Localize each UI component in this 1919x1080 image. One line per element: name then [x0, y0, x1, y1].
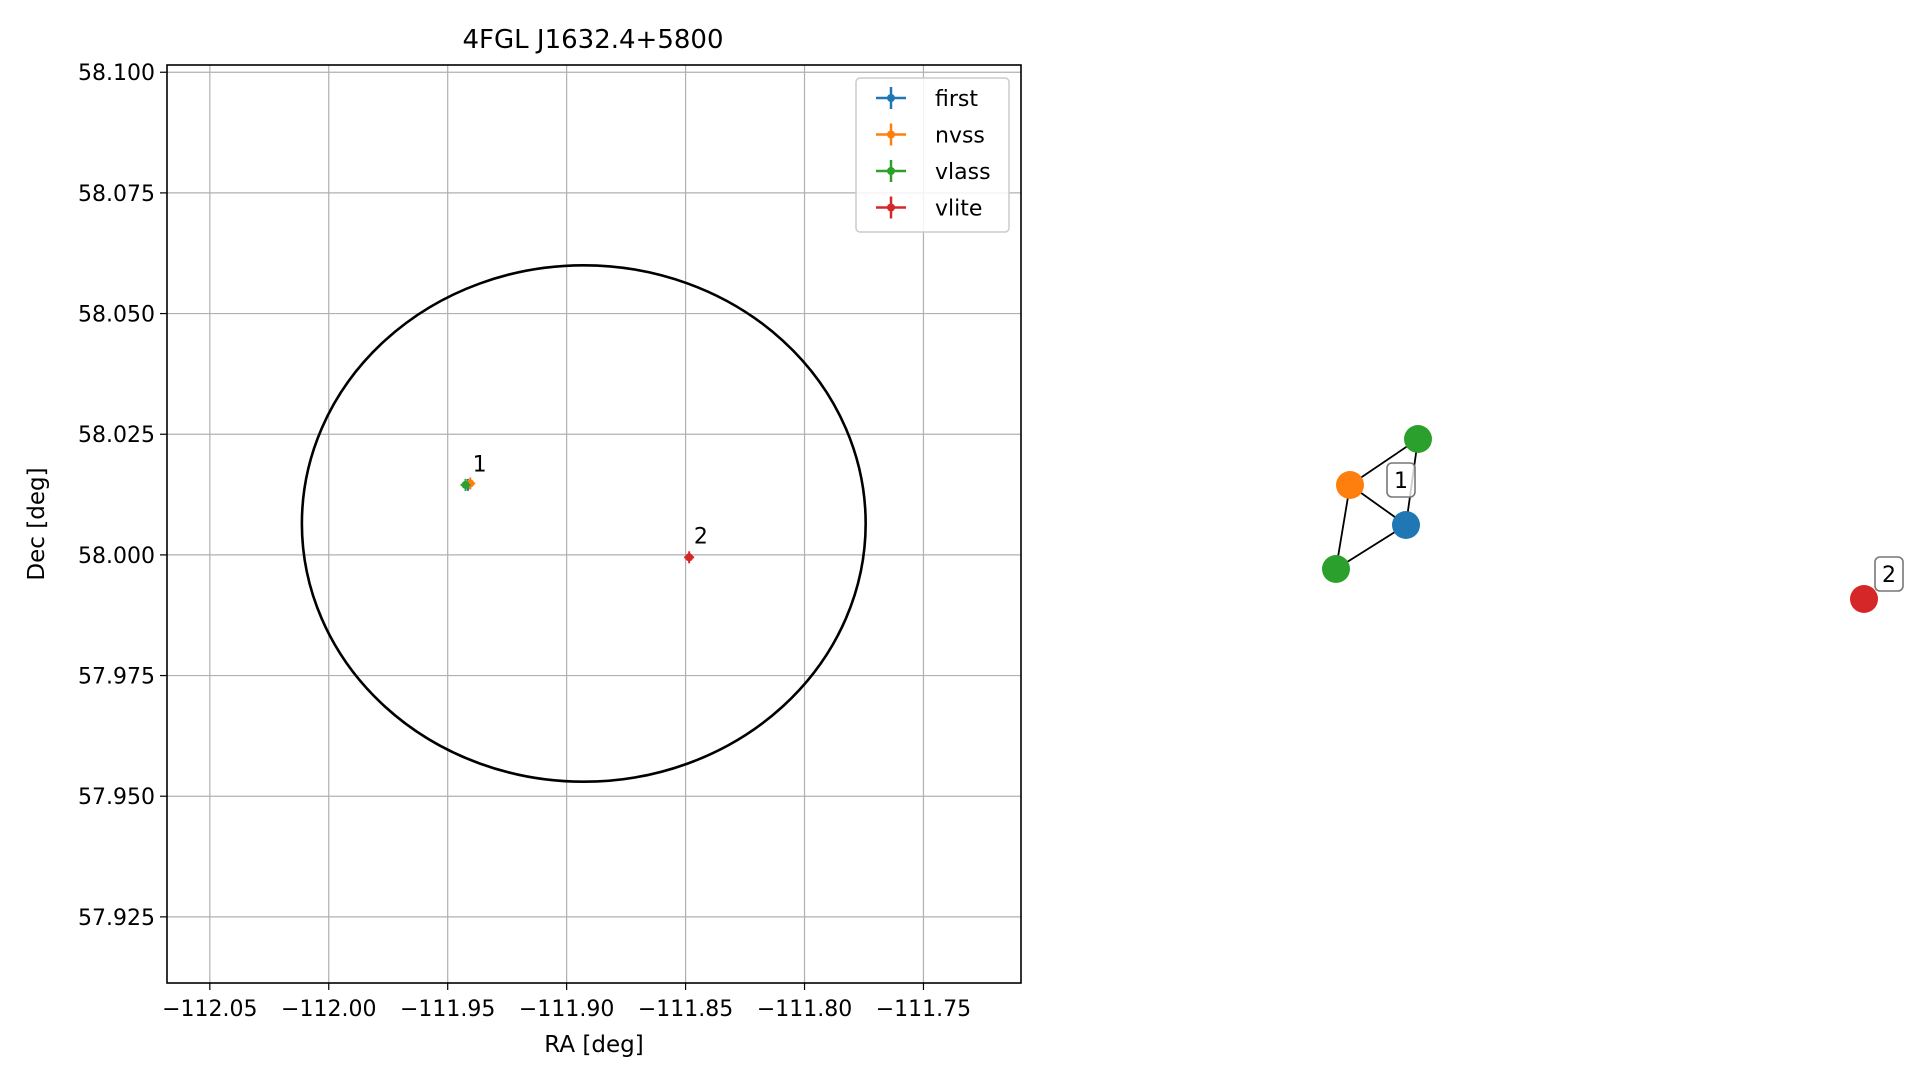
- error-ellipse-layer: [300, 263, 867, 784]
- legend-swatch-marker: [887, 167, 895, 175]
- graph-node: [1392, 511, 1420, 539]
- annotations-layer: 12: [473, 452, 708, 549]
- y-tick-label: 58.050: [78, 303, 155, 328]
- point-marker: [461, 480, 470, 489]
- graph-label: 2: [1874, 556, 1904, 592]
- legend-item-vlass: vlass: [876, 160, 991, 185]
- graph-node: [1404, 425, 1432, 453]
- graph-label: 1: [1386, 462, 1416, 498]
- annotation-label: 2: [694, 525, 708, 550]
- x-tick-label: −111.90: [519, 997, 614, 1022]
- graph-label-text: 1: [1394, 469, 1408, 494]
- graph-node: [1322, 555, 1350, 583]
- legend-item-vlite: vlite: [876, 196, 982, 222]
- legend-swatch-marker: [887, 94, 895, 102]
- y-tick-label: 58.075: [78, 182, 155, 207]
- legend-swatch-marker: [887, 130, 895, 139]
- legend-swatch-marker: [887, 203, 895, 212]
- legend: first nvss vlass vlite: [855, 77, 1010, 233]
- legend-label: first: [935, 87, 978, 112]
- y-tick-label: 58.025: [78, 423, 155, 448]
- y-tick-label: 57.950: [78, 785, 155, 810]
- y-tick-label: 57.925: [78, 906, 155, 931]
- legend-label: vlite: [935, 197, 982, 222]
- point-vlite: [684, 551, 695, 564]
- match-graph-panel: 12: [1322, 425, 1904, 613]
- point-vlass: [460, 478, 471, 491]
- x-tick-label: −111.95: [400, 997, 495, 1022]
- x-tick-label: −111.75: [876, 997, 971, 1022]
- y-axis-label: Dec [deg]: [24, 467, 50, 580]
- legend-item-first: first: [876, 87, 978, 112]
- graph-label-box: [1874, 556, 1904, 592]
- legend-box: [855, 77, 1010, 233]
- y-tick-label: 57.975: [78, 665, 155, 690]
- legend-item-nvss: nvss: [876, 123, 985, 149]
- axes-frame: [166, 64, 1022, 984]
- legend-label: vlass: [935, 160, 991, 185]
- error-ellipse: [300, 263, 867, 784]
- graph-nodes: [1322, 425, 1878, 613]
- graph-edges: [1335, 438, 1419, 570]
- annotation-label: 1: [473, 452, 487, 477]
- y-tick-label: 58.000: [78, 544, 155, 569]
- graph-node: [1336, 471, 1364, 499]
- points-layer: [460, 477, 695, 564]
- sky-scatter-panel: 4FGL J1632.4+5800 12 −112.05 −112.00 −111.…: [24, 25, 1022, 1058]
- x-tick-label: −112.00: [281, 997, 376, 1022]
- y-tick-label: 58.100: [78, 61, 155, 86]
- x-tick-label: −111.80: [757, 997, 852, 1022]
- x-axis-label: RA [deg]: [544, 1032, 643, 1058]
- point-marker: [685, 553, 694, 562]
- y-ticks: 57.925 57.950 57.975 58.000 58.025 58.050 58.0…: [78, 61, 167, 931]
- graph-edge: [1335, 484, 1351, 570]
- legend-label: nvss: [935, 124, 985, 149]
- graph-label-text: 2: [1882, 563, 1896, 588]
- graph-labels: 12: [1386, 462, 1904, 592]
- chart-title: 4FGL J1632.4+5800: [463, 25, 724, 55]
- x-tick-label: −111.85: [638, 997, 733, 1022]
- graph-node: [1850, 585, 1878, 613]
- x-tick-label: −112.05: [162, 997, 257, 1022]
- graph-label-box: [1386, 462, 1416, 498]
- x-ticks: −112.05 −112.00 −111.95 −111.90 −111.85 −111.…: [162, 983, 971, 1022]
